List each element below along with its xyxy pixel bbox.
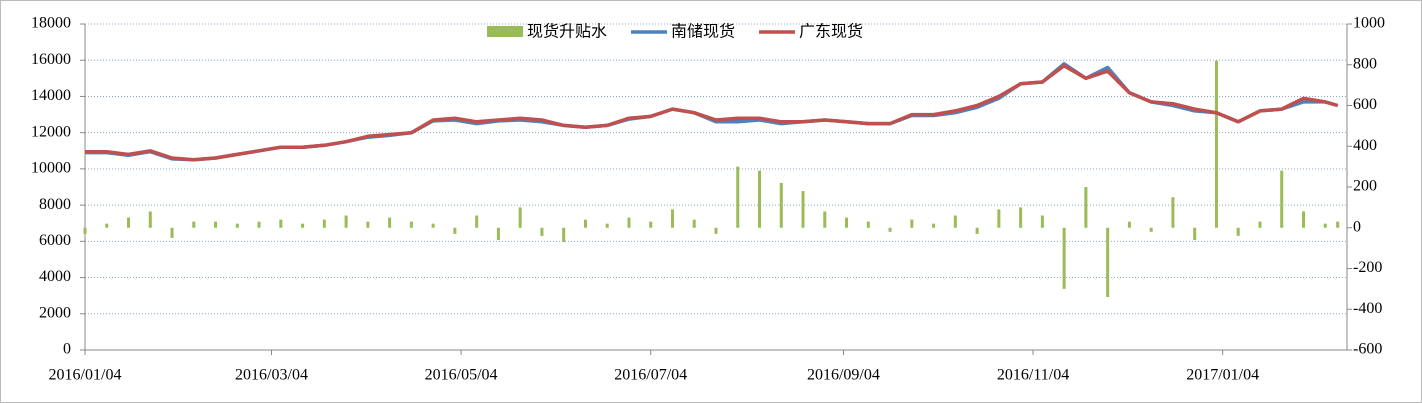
bar bbox=[975, 227, 979, 234]
bar bbox=[1127, 221, 1131, 228]
bar bbox=[1193, 227, 1197, 240]
legend-swatch bbox=[487, 26, 523, 37]
y2-tick-label: 0 bbox=[1353, 218, 1361, 235]
bar bbox=[431, 223, 435, 228]
y-tick-label: 0 bbox=[63, 341, 71, 358]
y2-tick-label: 1000 bbox=[1353, 15, 1385, 32]
bar bbox=[562, 227, 566, 243]
bar bbox=[214, 221, 218, 228]
bar bbox=[670, 209, 674, 228]
bar bbox=[758, 170, 762, 228]
bar bbox=[127, 217, 131, 228]
bar bbox=[518, 207, 522, 228]
bar bbox=[1214, 60, 1218, 228]
bar bbox=[627, 217, 631, 228]
bar bbox=[692, 219, 696, 228]
bar bbox=[1040, 215, 1044, 228]
bar bbox=[953, 215, 957, 228]
bar bbox=[779, 182, 783, 228]
legend-label: 广东现货 bbox=[799, 22, 863, 41]
y2-tick-label: 200 bbox=[1353, 178, 1377, 195]
bar bbox=[1106, 227, 1110, 298]
bar bbox=[279, 219, 283, 228]
bar bbox=[997, 209, 1001, 228]
y-tick-label: 18000 bbox=[31, 15, 71, 32]
x-tick-label: 2017/01/04 bbox=[1186, 367, 1259, 384]
x-tick-label: 2016/11/04 bbox=[997, 367, 1069, 384]
y2-tick-label: 400 bbox=[1353, 137, 1377, 154]
bar bbox=[105, 223, 109, 228]
bar bbox=[388, 217, 392, 228]
y-tick-label: 16000 bbox=[31, 51, 71, 68]
bar bbox=[1336, 221, 1340, 228]
y2-tick-label: -200 bbox=[1353, 259, 1382, 276]
y-tick-label: 14000 bbox=[31, 87, 71, 104]
bar bbox=[1280, 170, 1284, 228]
bar bbox=[322, 219, 326, 228]
bar bbox=[714, 227, 718, 234]
bar bbox=[1084, 187, 1088, 228]
bar bbox=[736, 166, 740, 228]
bar bbox=[1323, 223, 1327, 228]
bar bbox=[649, 221, 653, 228]
bar bbox=[192, 221, 196, 228]
y2-tick-label: 600 bbox=[1353, 96, 1377, 113]
bar bbox=[1171, 197, 1175, 228]
x-tick-label: 2016/03/04 bbox=[235, 367, 308, 384]
bar bbox=[583, 219, 587, 228]
bar bbox=[605, 223, 609, 228]
bar bbox=[801, 191, 805, 228]
bar bbox=[453, 227, 457, 234]
bar bbox=[409, 221, 413, 228]
bar bbox=[910, 219, 914, 228]
bar bbox=[1062, 227, 1066, 289]
bar bbox=[344, 215, 348, 228]
bar bbox=[1236, 227, 1240, 236]
bar bbox=[83, 227, 87, 234]
bar bbox=[170, 227, 174, 238]
bar bbox=[301, 223, 305, 228]
bar bbox=[888, 227, 892, 232]
bar bbox=[823, 211, 827, 228]
y2-tick-label: -600 bbox=[1353, 341, 1382, 358]
y-tick-label: 8000 bbox=[39, 196, 71, 213]
legend-label: 南储现货 bbox=[671, 22, 735, 41]
y-tick-label: 12000 bbox=[31, 123, 71, 140]
x-tick-label: 2016/07/04 bbox=[614, 367, 687, 384]
bar bbox=[540, 227, 544, 236]
bar bbox=[475, 215, 479, 228]
y2-tick-label: 800 bbox=[1353, 55, 1377, 72]
bar bbox=[235, 223, 239, 228]
y-tick-label: 4000 bbox=[39, 268, 71, 285]
bar bbox=[1149, 227, 1153, 232]
y-tick-label: 2000 bbox=[39, 304, 71, 321]
bar bbox=[1258, 221, 1262, 228]
bar bbox=[148, 211, 152, 228]
bar bbox=[1019, 207, 1023, 228]
x-tick-label: 2016/01/04 bbox=[49, 367, 122, 384]
bar bbox=[866, 221, 870, 228]
bar bbox=[932, 223, 936, 228]
x-tick-label: 2016/05/04 bbox=[425, 367, 498, 384]
y2-tick-label: -400 bbox=[1353, 300, 1382, 317]
bar bbox=[845, 217, 849, 228]
bar bbox=[366, 221, 370, 228]
bar bbox=[496, 227, 500, 240]
bar bbox=[257, 221, 261, 228]
y-tick-label: 10000 bbox=[31, 160, 71, 177]
legend-label: 现货升贴水 bbox=[527, 22, 607, 41]
y-tick-label: 6000 bbox=[39, 232, 71, 249]
line bbox=[85, 63, 1339, 162]
bar bbox=[1301, 211, 1305, 228]
x-tick-label: 2016/09/04 bbox=[807, 367, 880, 384]
